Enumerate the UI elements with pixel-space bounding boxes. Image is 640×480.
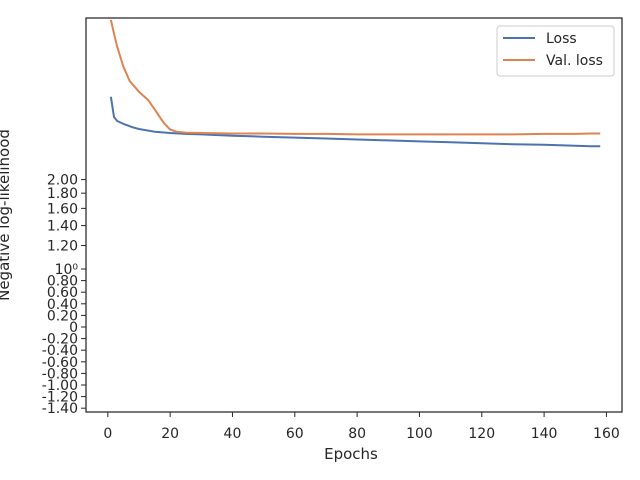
y-tick-label: 1.40	[47, 219, 78, 235]
x-tick-label: 20	[161, 426, 179, 442]
y-axis-label: Negative log-likelihood	[0, 129, 13, 301]
y-tick-label: 1.80	[47, 186, 78, 202]
legend-label-val-loss: Val. loss	[546, 53, 603, 69]
plot-frame	[85, 17, 623, 413]
x-tick-label: 40	[224, 426, 242, 442]
x-tick-label: 160	[593, 426, 620, 442]
x-tick-label: 120	[468, 426, 495, 442]
y-tick-label: 0	[69, 320, 78, 336]
y-tick-label: 0.40	[47, 297, 78, 313]
y-tick-label: 0.20	[47, 308, 78, 324]
y-tick-label: 1.20	[47, 238, 78, 254]
x-axis-ticks: 0 20 40 60 80 100 120 140 160	[103, 412, 620, 442]
series-line-loss	[109, 96, 601, 148]
x-tick-label: 140	[531, 426, 558, 442]
series-line-val-loss	[109, 19, 601, 136]
x-tick-label: 60	[286, 426, 304, 442]
y-tick-label: -1.20	[42, 390, 78, 406]
series-lines	[109, 19, 601, 148]
x-tick-label: 0	[103, 426, 112, 442]
y-tick-label: -1.40	[42, 401, 78, 417]
y-tick-label: -0.80	[42, 366, 78, 382]
x-tick-label: 80	[348, 426, 366, 442]
y-axis-ticks: -1.40-1.20-1.00-0.80-0.60-0.40-0.2000.20…	[42, 173, 86, 417]
y-tick-label: -0.60	[42, 355, 78, 371]
y-tick-label: 10⁰	[55, 262, 79, 278]
x-tick-label: 100	[406, 426, 433, 442]
legend: Loss Val. loss	[496, 25, 615, 77]
y-tick-label: 0.80	[47, 274, 78, 290]
y-tick-label: -0.20	[42, 332, 78, 348]
y-tick-label: -1.00	[42, 378, 78, 394]
y-tick-label: 0.60	[47, 285, 78, 301]
y-tick-label: 2.00	[47, 173, 78, 189]
x-axis-label: Epochs	[324, 445, 378, 463]
y-tick-label: 1.60	[47, 201, 78, 217]
y-tick-label: -0.40	[42, 343, 78, 359]
legend-label-loss: Loss	[546, 31, 577, 47]
